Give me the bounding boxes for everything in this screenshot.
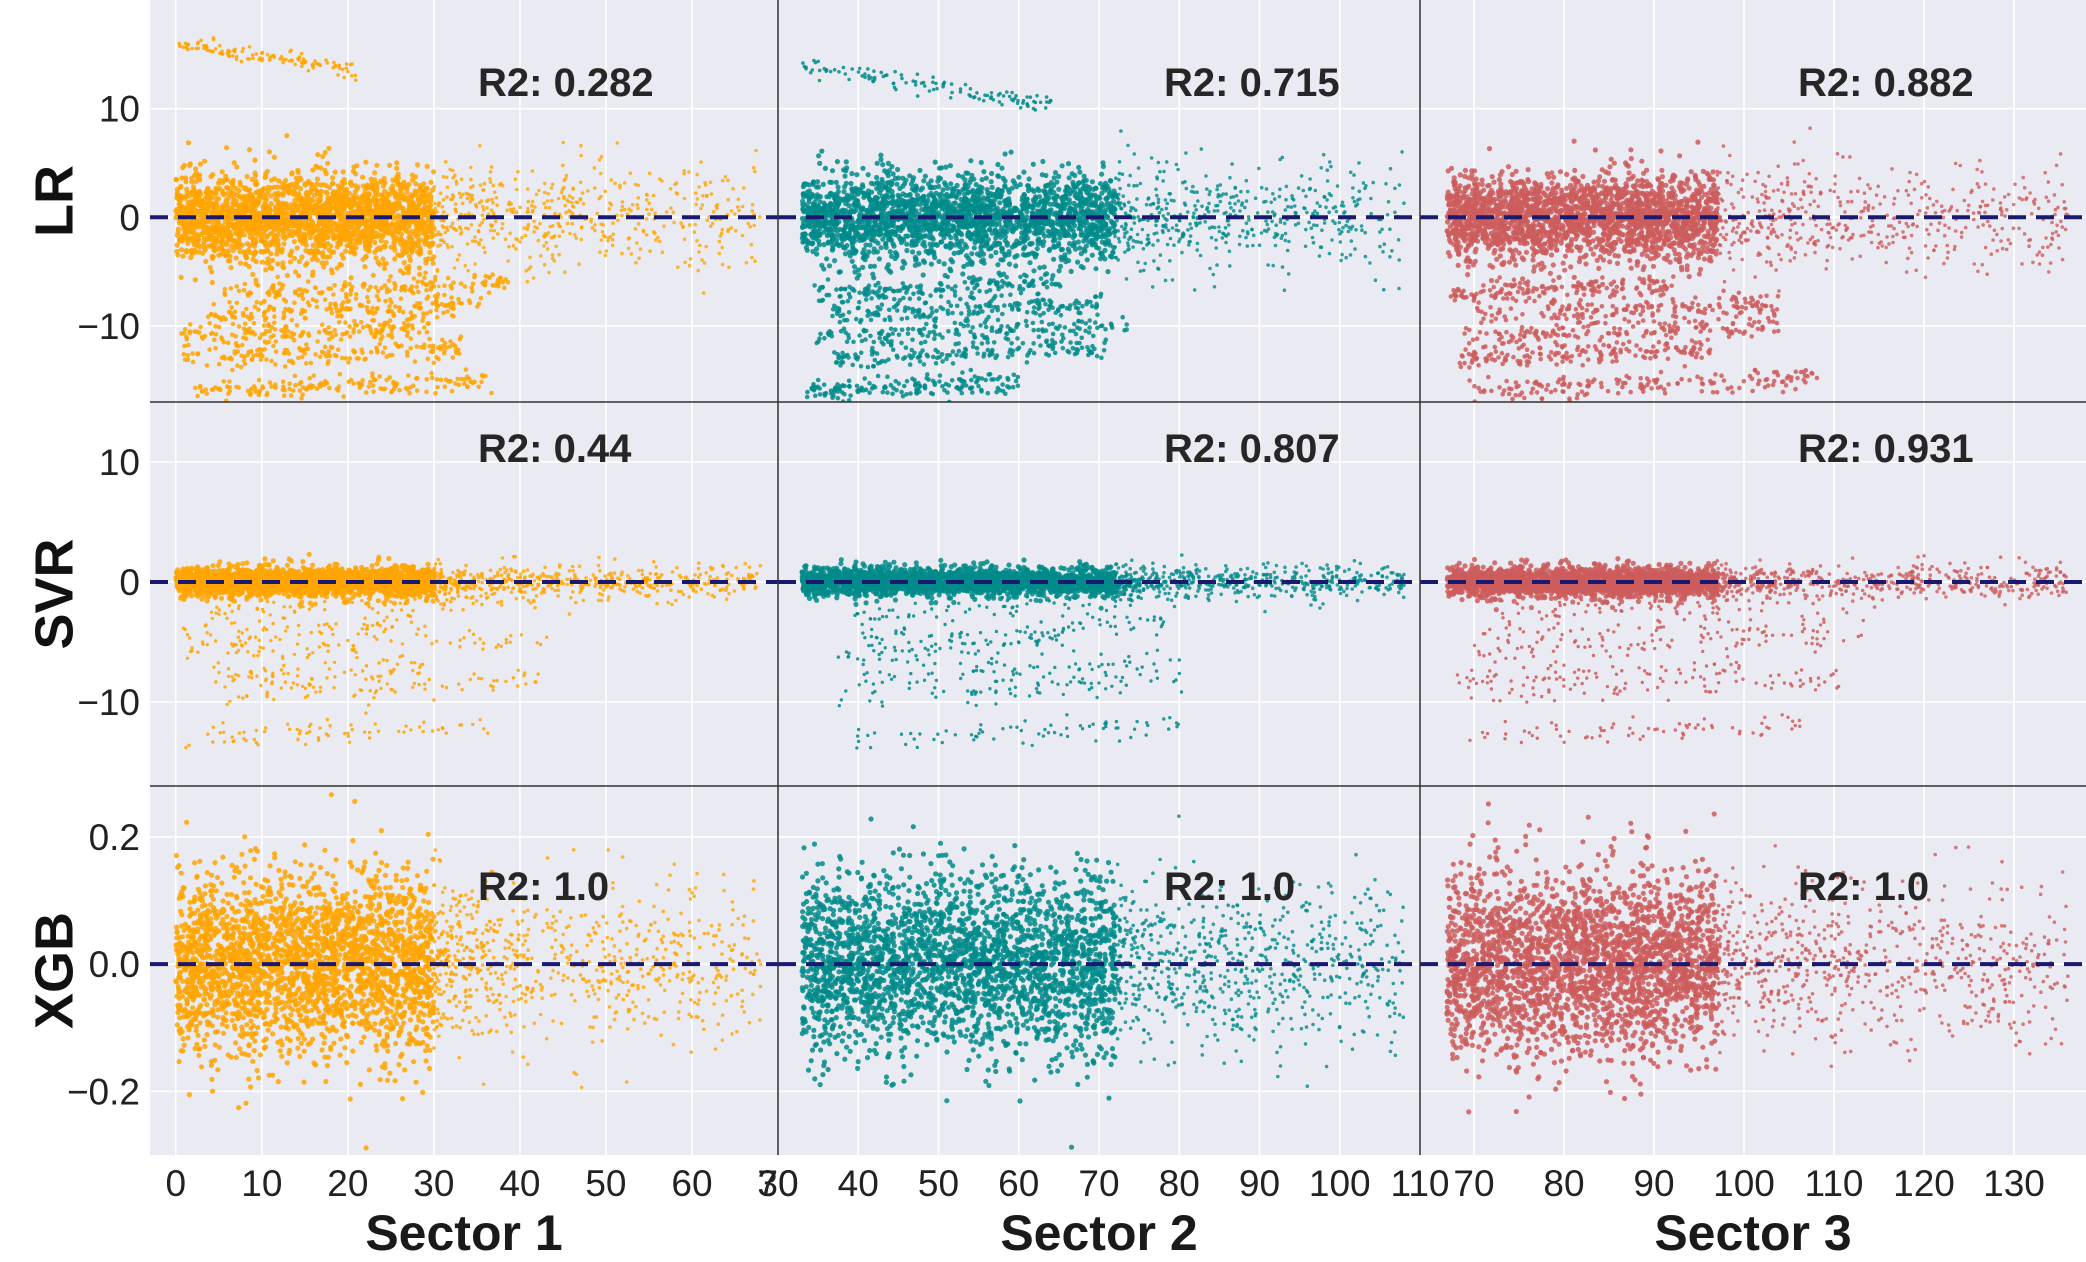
x-tick-label: 70 (1078, 1163, 1119, 1204)
r2-label: R2: 0.807 (1164, 427, 1340, 471)
x-tick-label: 80 (1543, 1163, 1584, 1204)
scatter-points (173, 36, 762, 402)
x-tick-label: 50 (918, 1163, 959, 1204)
r2-label: R2: 1.0 (478, 865, 609, 909)
panel-xgb-sector-2: R2: 1.0 (778, 786, 1420, 1155)
y-tick-label: 0 (119, 197, 140, 238)
x-tick-label: 60 (671, 1163, 712, 1204)
x-tick-label: 50 (585, 1163, 626, 1204)
x-tick-label: 130 (1983, 1163, 2045, 1204)
x-tick-label: 80 (1159, 1163, 1200, 1204)
panel-lr-sector-3: R2: 0.882 (1420, 0, 2086, 402)
x-tick-label: 70 (1453, 1163, 1494, 1204)
y-tick-label: 10 (99, 89, 140, 130)
x-tick-label: 90 (1239, 1163, 1280, 1204)
sector-label: Sector 2 (1000, 1205, 1197, 1261)
x-tick-label: 30 (413, 1163, 454, 1204)
panel-xgb-sector-1: R2: 1.0 0.2 0.0 −0.2 (67, 786, 778, 1155)
x-tick-label: 20 (327, 1163, 368, 1204)
r2-label: R2: 0.931 (1798, 427, 1974, 471)
row-model-label: SVR (24, 538, 84, 649)
y-tick-label: 0.0 (89, 944, 140, 985)
x-tick-label: 30 (757, 1163, 798, 1204)
x-tick-label: 40 (838, 1163, 879, 1204)
row-labels: LR SVR XGB (24, 165, 84, 1029)
y-tick-label: 0.2 (89, 817, 140, 858)
y-tick-label: 0 (119, 562, 140, 603)
scatter-points (1444, 801, 2070, 1115)
y-tick-label: −10 (77, 306, 140, 347)
row-model-label: XGB (24, 912, 84, 1029)
r2-label: R2: 0.282 (478, 61, 654, 105)
x-tick-label: 100 (1713, 1163, 1775, 1204)
x-tick-label: 100 (1309, 1163, 1371, 1204)
x-tick-label: 10 (241, 1163, 282, 1204)
r2-label: R2: 0.882 (1798, 61, 1974, 105)
r2-label: R2: 0.715 (1164, 61, 1340, 105)
x-tick-label: 0 (166, 1163, 187, 1204)
panel-lr-sector-2: R2: 0.715 (778, 0, 1420, 402)
sector-label: Sector 3 (1654, 1205, 1851, 1261)
y-tick-label: −10 (77, 682, 140, 723)
row-model-label: LR (24, 165, 84, 237)
sector-label: Sector 1 (365, 1205, 562, 1261)
x-tick-label: 120 (1893, 1163, 1955, 1204)
r2-label: R2: 1.0 (1164, 865, 1295, 909)
panel-svr-sector-2: R2: 0.807 (778, 402, 1420, 786)
r2-label: R2: 0.44 (478, 427, 632, 471)
x-tick-label: 110 (1805, 1163, 1864, 1204)
x-tick-label: 60 (998, 1163, 1039, 1204)
x-tick-label: 40 (499, 1163, 540, 1204)
panel-svr-sector-3: R2: 0.931 (1420, 402, 2086, 786)
y-tick-label: −0.2 (67, 1071, 140, 1112)
x-tick-label: 90 (1633, 1163, 1674, 1204)
scatter-points (799, 58, 1406, 402)
panel-xgb-sector-3: R2: 1.0 (1420, 786, 2086, 1155)
panel-svr-sector-1: R2: 0.44 10 0 −10 (77, 402, 778, 786)
panel-grid: R2: 0.282 10 0 −10 R2: 0.715 R2: 0.882 R2: 0.4… (67, 0, 2086, 1155)
x-tick-label: 70 (757, 1163, 798, 1204)
y-tick-label: 10 (99, 442, 140, 483)
x-tick-label: 110 (1391, 1163, 1450, 1204)
r2-label: R2: 1.0 (1798, 865, 1929, 909)
panel-lr-sector-1: R2: 0.282 10 0 −10 (77, 0, 778, 402)
